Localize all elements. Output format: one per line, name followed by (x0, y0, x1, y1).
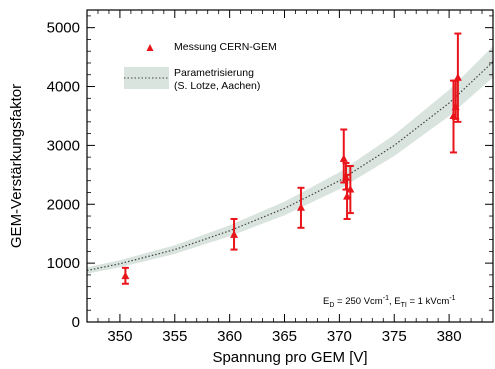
y-tick-label: 5000 (47, 20, 80, 37)
y-axis-title: GEM-Verstärkungsfaktor (8, 84, 25, 248)
y-tick-label: 0 (72, 314, 80, 331)
axis-ticks: 350 355 360 365 370 375 380 0 1000 2000 3000 4000 50… (47, 10, 494, 345)
x-axis-title: Spannung pro GEM [V] (212, 349, 367, 366)
plot-frame (86, 9, 494, 323)
y-tick-label: 4000 (47, 79, 80, 96)
legend-label-measurement: Messung CERN-GEM (174, 41, 277, 53)
legend: Messung CERN-GEM Parametrisierung (S. Lo… (124, 41, 277, 92)
data-point (296, 203, 305, 211)
y-tick-label: 2000 (47, 196, 80, 213)
y-tick-label: 3000 (47, 137, 80, 154)
x-tick-label: 380 (437, 328, 462, 345)
legend-triangle-marker (146, 44, 154, 51)
data-point (339, 154, 348, 162)
legend-label-fit: Parametrisierung (174, 67, 254, 79)
data-point (453, 73, 462, 81)
x-tick-label: 375 (382, 328, 407, 345)
fit-line (86, 61, 494, 272)
x-tick-label: 350 (107, 328, 132, 345)
fit-line-layer (86, 61, 494, 272)
legend-label-fit-source: (S. Lotze, Aachen) (174, 80, 260, 92)
data-point (343, 192, 352, 200)
data-points-layer (121, 32, 462, 285)
y-tick-label: 1000 (47, 255, 80, 272)
x-tick-label: 355 (162, 328, 187, 345)
x-tick-label: 360 (217, 328, 242, 345)
x-tick-label: 365 (272, 328, 297, 345)
data-point (346, 185, 355, 193)
data-point (230, 230, 239, 238)
x-tick-label: 370 (327, 328, 352, 345)
data-point (121, 271, 130, 280)
field-annotation: ED = 250 Vcm-1, ETI = 1 kVcm-1 (323, 295, 456, 309)
